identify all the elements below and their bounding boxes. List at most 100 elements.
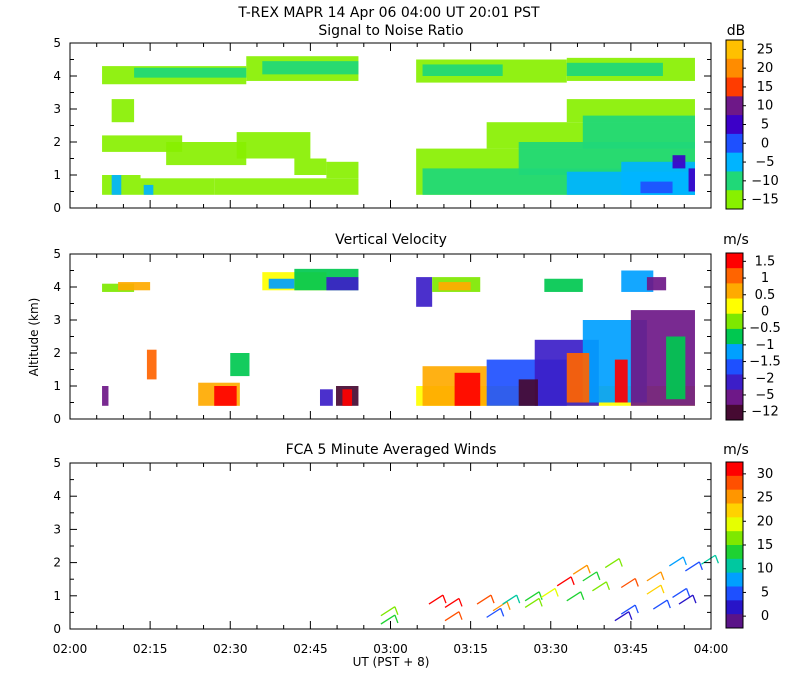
wind-barb (444, 611, 460, 622)
snr-cell (102, 135, 183, 152)
colorbar-label: 15 (757, 80, 774, 95)
wind-barb-flag (605, 581, 611, 591)
figure-title: T-REX MAPR 14 Apr 06 04:00 UT 20:01 PST (237, 5, 540, 21)
snr-colorbar: 25 20 15 10 5 0 −5 −10 −15 (725, 39, 779, 210)
velocity-cell (454, 372, 481, 406)
y-tick-label: 5 (53, 456, 61, 470)
x-tick-label: 04:00 (694, 642, 729, 656)
y-tick-label: 4 (53, 69, 61, 83)
colorbar-segment (726, 313, 743, 330)
snr-cell (672, 155, 686, 169)
y-tick-label: 3 (53, 522, 61, 536)
colorbar-label: 0 (761, 609, 769, 624)
x-tick-label: 03:00 (373, 642, 408, 656)
colorbar-segment (726, 389, 743, 406)
colorbar-segment (726, 40, 743, 60)
snr-cell (111, 99, 135, 123)
colorbar-segment (726, 115, 743, 135)
vv-axes: 0 1 2 3 4 5 (53, 247, 712, 426)
colorbar-segment (726, 152, 743, 172)
wind-barb-flag (666, 599, 671, 609)
colorbar-segment (726, 600, 743, 615)
colorbar-segment (726, 503, 743, 518)
wind-barb (524, 591, 540, 602)
wind-barb-flag (692, 594, 697, 604)
x-tick-label: 02:15 (133, 642, 168, 656)
velocity-cell (438, 282, 471, 291)
colorbar-label: −1 (755, 338, 774, 353)
colorbar-segment (726, 614, 743, 629)
velocity-cell (646, 277, 667, 291)
velocity-cell (621, 270, 654, 292)
wind-barb-flag (586, 564, 591, 574)
plot-frame (69, 462, 712, 630)
colorbar-segment (726, 171, 743, 191)
colorbar-segment (726, 572, 743, 587)
colorbar-segment (726, 374, 743, 391)
colorbar-segment (726, 344, 743, 360)
colorbar-label: −5 (755, 155, 774, 170)
wind-barb-flag (628, 611, 633, 620)
wind-barb-flag (634, 578, 639, 587)
wind-barb (524, 597, 540, 608)
wind-barb-flag (660, 584, 665, 594)
y-axis-label: Altitude (km) (27, 298, 41, 377)
wind-barb (540, 587, 556, 599)
colorbar-segment (726, 77, 743, 97)
wind-barb-flag (394, 614, 399, 624)
wind-barb (701, 554, 716, 565)
colorbar-segment (726, 475, 743, 491)
colorbar-segment (726, 253, 743, 269)
colorbar-label: 0 (761, 304, 769, 319)
snr-cell (214, 178, 359, 195)
y-tick-label: 3 (53, 313, 61, 327)
velocity-cell (666, 336, 686, 400)
colorbar-segment (726, 328, 743, 345)
colorbar-label: 20 (757, 514, 774, 529)
colorbar-segment (726, 283, 743, 300)
wind-barb-flag (516, 594, 521, 604)
colorbar-label: 1 (761, 271, 769, 286)
wind-barb-flag (500, 608, 505, 617)
snr-cell (326, 161, 359, 179)
snr-cell (236, 132, 311, 159)
colorbar-segment (726, 558, 743, 574)
velocity-cell (102, 386, 109, 406)
wind-barb-flag (685, 588, 691, 597)
velocity-cell (214, 386, 237, 406)
wind-barb (646, 571, 662, 582)
snr-cell (143, 184, 154, 195)
velocity-cell (230, 353, 250, 377)
velocity-cell (614, 359, 628, 403)
colorbar-segment (726, 586, 743, 601)
colorbar-label: −2 (755, 371, 774, 386)
velocity-cell (319, 389, 333, 406)
wind-barb-flag (506, 601, 511, 610)
y-tick-label: 2 (53, 556, 61, 570)
wind-barb (380, 614, 396, 625)
wind-barb-flag (554, 588, 559, 597)
wind-barb-flag (538, 591, 543, 601)
y-tick-label: 5 (53, 36, 61, 50)
x-tick-label: 02:00 (53, 642, 88, 656)
velocity-cell (544, 278, 583, 292)
snr-cell (166, 142, 247, 166)
wind-barb (566, 591, 582, 602)
y-tick-label: 4 (53, 489, 61, 503)
snr-cell (688, 168, 695, 192)
snr-cell (134, 67, 247, 78)
winds-colorbar: 30 25 20 15 10 5 0 (725, 461, 774, 629)
wind-barb (620, 577, 636, 589)
colorbar-label: −0.5 (749, 321, 781, 336)
x-tick-label: 03:45 (614, 642, 649, 656)
wind-barb (672, 587, 687, 599)
wind-barb-flag (634, 604, 639, 614)
snr-cell (140, 178, 215, 195)
colorbar-segment (726, 298, 743, 315)
velocity-cell (416, 277, 433, 307)
x-tick-label: 03:15 (453, 642, 488, 656)
snr-panel-title: Signal to Noise Ratio (318, 23, 463, 39)
snr-cell (566, 62, 663, 76)
x-tick-label: 02:30 (213, 642, 248, 656)
wind-barb (572, 564, 588, 575)
